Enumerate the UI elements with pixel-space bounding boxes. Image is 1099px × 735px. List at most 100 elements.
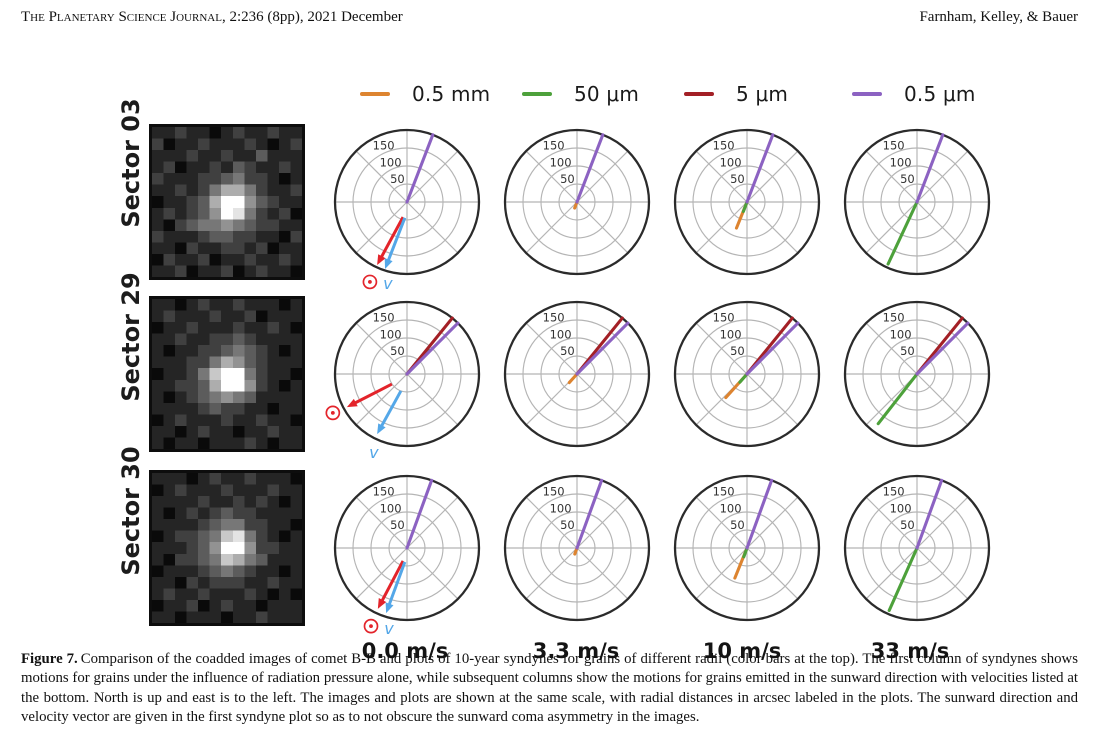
radial-tick-label: 150 [543,139,565,153]
radial-tick-label: 100 [380,155,402,169]
syndyne-line [742,546,749,559]
polar-plot-sector-03-col3: 50 100 150 [673,128,821,276]
radial-tick-label: 50 [900,172,915,186]
legend-line-icon [522,92,552,96]
radial-tick-label: 150 [543,311,565,325]
sun-symbol-icon [325,405,341,421]
syndyne-line [405,321,460,376]
sector-image-sector-29 [149,296,305,452]
radial-tick-label: 100 [890,327,912,341]
legend-label: 5 μm [736,82,789,106]
legend-entry-0.5um: 0.5 μm [852,82,976,106]
syndyne-line [405,133,435,204]
radial-tick-label: 150 [883,485,905,499]
syndyne-line [567,372,579,385]
velocity-label-2: 10 m/s [702,639,782,663]
polar-plot-sector-29-col4: 50 100 150 [843,300,991,448]
radial-tick-label: 150 [713,311,735,325]
syndyne-line [738,372,749,384]
syndyne-line [575,478,604,550]
sector-label-29: Sector 29 [117,272,145,402]
polar-plot-sector-29-col2: 50 100 150 [503,300,651,448]
radial-tick-label: 50 [730,172,745,186]
radial-tick-label: 150 [373,311,395,325]
syndyne-line [915,321,970,376]
radial-tick-label: 50 [390,172,405,186]
radial-tick-label: 150 [883,311,905,325]
velocity-label-1: 3.3 m/s [532,639,620,663]
radial-tick-label: 150 [373,139,395,153]
journal-issue: , 2:236 (8pp), 2021 December [221,9,403,25]
radial-tick-label: 150 [713,139,735,153]
velocity-label-3: 33 m/s [870,639,950,663]
sector-image-sector-30 [149,470,305,626]
radial-tick-label: 100 [890,155,912,169]
polar-plot-sector-30-col2: 50 100 150 [503,474,651,622]
velocity-vector-label: v [383,274,393,293]
legend-label: 0.5 mm [412,82,491,106]
velocity-vector-label: v [384,619,394,638]
sun-symbol-icon [362,274,378,290]
radial-tick-label: 100 [380,327,402,341]
legend-line-icon [852,92,882,96]
figure-caption: Figure 7. Comparison of the coadded image… [21,650,1078,727]
syndyne-line [886,200,919,266]
radial-tick-label: 150 [373,485,395,499]
syndyne-line [405,478,434,550]
syndyne-line [887,546,919,613]
radial-tick-label: 150 [883,139,905,153]
polar-plot-sector-03-col4: 50 100 150 [843,128,991,276]
authors: Farnham, Kelley, & Bauer [919,9,1078,25]
radial-tick-label: 100 [720,155,742,169]
radial-tick-label: 50 [560,172,575,186]
figure-caption-label: Figure 7. [21,651,78,667]
polar-plot-sector-29-col1: 50 100 150 v [325,300,481,462]
legend-line-icon [360,92,390,96]
legend-line-icon [684,92,714,96]
radial-tick-label: 50 [900,518,915,532]
sun-symbol-icon [363,618,379,634]
page-header: The Planetary Science Journal, 2:236 (8p… [21,9,1078,26]
journal-header: The Planetary Science Journal, 2:236 (8p… [21,9,403,26]
legend-label: 50 μm [574,82,640,106]
sector-label-30: Sector 30 [117,446,145,576]
radial-tick-label: 100 [550,155,572,169]
legend-entry-50um: 50 μm [522,82,639,106]
syndyne-line [915,478,944,550]
polar-plot-sector-30-col3: 50 100 150 [673,474,821,622]
syndyne-line [876,372,919,426]
legend-label: 0.5 μm [904,82,976,106]
syndyne-line [741,200,749,213]
polar-plot-sector-29-col3: 50 100 150 [673,300,821,448]
radial-tick-label: 50 [390,344,405,358]
radial-tick-label: 50 [730,344,745,358]
figure-7: 0.5 mm 50 μm 5 μm 0.5 μm Sector 03 Secto… [0,36,1099,663]
legend-entry-0.5mm: 0.5 mm [360,82,490,106]
radial-tick-label: 50 [560,344,575,358]
radial-tick-label: 150 [713,485,735,499]
syndyne-line [575,321,630,376]
syndyne-line [745,321,800,376]
radial-tick-label: 50 [390,518,405,532]
polar-plot-sector-03-col1: 50 100 150 v [333,128,481,293]
radial-tick-label: 50 [560,518,575,532]
syndyne-line [915,133,945,204]
radial-tick-label: 100 [550,327,572,341]
journal-name: The Planetary Science Journal [21,9,222,25]
polar-plot-sector-03-col2: 50 100 150 [503,128,651,276]
radial-tick-label: 100 [550,501,572,515]
sector-label-03: Sector 03 [117,98,145,228]
sector-image-sector-03 [149,124,305,280]
radial-tick-label: 150 [543,485,565,499]
velocity-vector-label: v [369,443,379,462]
figure-caption-text: Comparison of the coadded images of come… [21,651,1078,725]
syndyne-line [745,478,774,550]
legend-entry-5um: 5 μm [684,82,788,106]
radial-tick-label: 100 [890,501,912,515]
syndyne-line [575,133,605,204]
radial-tick-label: 50 [730,518,745,532]
polar-plot-sector-30-col1: 50 100 150 v [333,474,481,638]
radial-tick-label: 100 [720,501,742,515]
radial-tick-label: 100 [720,327,742,341]
